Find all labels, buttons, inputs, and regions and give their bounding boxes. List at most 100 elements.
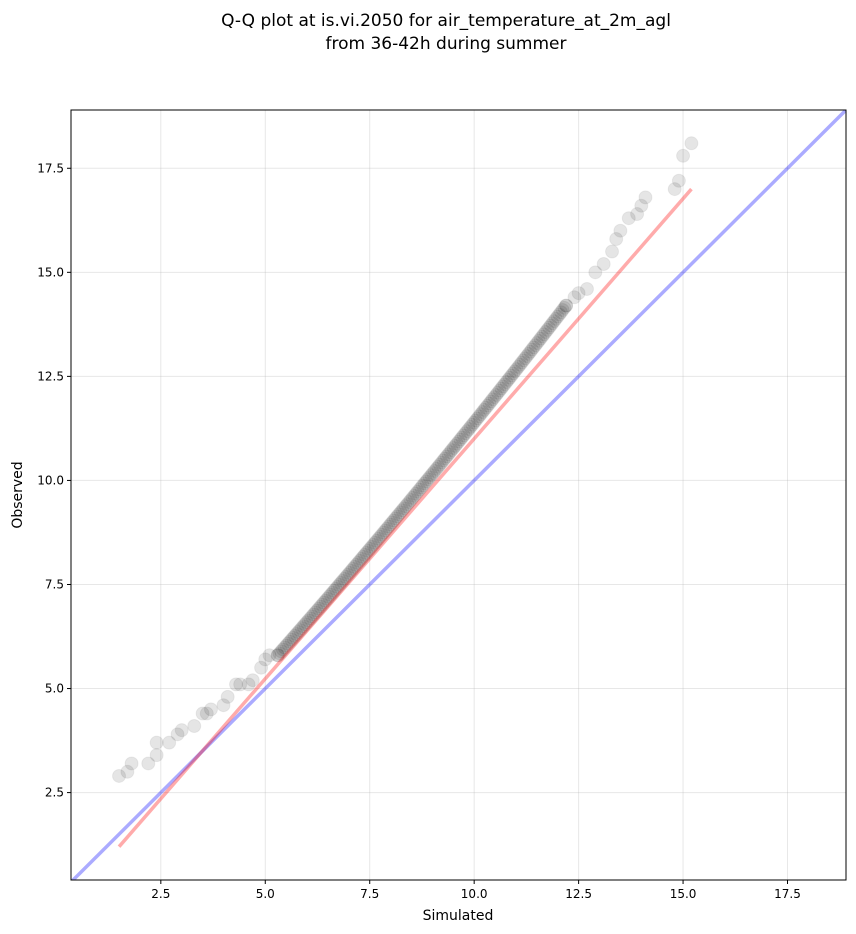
data-point-148 [455,430,470,445]
data-point-168 [489,387,504,402]
data-point-86 [349,557,364,572]
data-point-127 [419,474,434,489]
chart-title: Q-Q plot at is.vi.2050 for air_temperatu… [221,11,671,54]
data-point-139 [439,449,454,464]
data-point-33 [630,207,645,222]
data-point-153 [463,419,478,434]
data-point-16 [233,677,248,692]
data-point-133 [429,461,444,476]
data-point-138 [437,451,452,466]
data-point-29 [605,244,620,259]
data-point-121 [408,486,423,501]
data-point-123 [412,482,427,497]
data-point-51 [289,626,304,641]
chart-title-line-1: Q-Q plot at is.vi.2050 for air_temperatu… [221,11,671,31]
data-point-119 [405,490,420,505]
data-point-99 [371,531,386,546]
data-point-59 [303,611,318,626]
data-point-194 [533,331,548,346]
x-tick-label-1: 5.0 [256,887,275,901]
data-point-66 [315,597,330,612]
data-point-36 [667,182,682,197]
data-point-85 [347,559,362,574]
data-point-87 [350,555,365,570]
data-point-146 [451,434,466,449]
data-point-9 [187,719,202,733]
data-point-67 [316,595,331,610]
data-point-143 [446,440,461,455]
data-point-22 [270,648,285,663]
data-point-108 [386,513,401,528]
data-point-160 [475,405,490,420]
data-point-47 [282,634,297,649]
data-point-50 [287,628,302,643]
data-point-30 [609,232,624,247]
data-point-65 [313,599,328,614]
data-point-27 [588,265,603,280]
data-point-157 [470,411,485,426]
x-axis: 2.5 5.0 7.5 10.0 12.5 15.0 17.5 [151,880,801,901]
data-point-21 [262,648,277,663]
data-point-166 [485,392,500,407]
data-point-152 [461,422,476,437]
data-point-42 [274,644,289,659]
data-point-89 [354,551,369,566]
data-point-52 [291,625,306,640]
data-point-163 [480,398,495,413]
data-point-159 [473,407,488,422]
data-point-115 [398,499,413,514]
data-point-112 [393,505,408,520]
data-point-195 [535,329,550,344]
data-point-38 [676,148,691,163]
data-point-17 [241,677,256,692]
data-point-206 [553,305,568,320]
data-point-184 [516,353,531,368]
data-point-40 [270,648,285,663]
data-point-204 [550,309,565,324]
data-point-1 [120,764,135,779]
data-point-114 [397,501,412,516]
data-point-4 [149,748,164,763]
data-point-116 [400,497,415,512]
data-point-164 [482,396,497,411]
x-tick-label-4: 12.5 [565,887,592,901]
data-point-135 [432,457,447,472]
data-point-95 [364,539,379,554]
data-point-128 [420,472,435,487]
data-point-209 [559,298,574,313]
data-point-80 [339,569,354,584]
data-point-20 [258,652,273,667]
data-point-188 [523,344,538,359]
data-point-203 [548,311,563,326]
data-point-37 [671,173,686,188]
data-point-144 [448,438,463,453]
data-point-200 [543,318,558,333]
data-point-74 [328,581,343,596]
data-point-174 [499,375,514,390]
data-point-207 [555,303,570,318]
data-point-2 [124,756,139,771]
data-point-63 [310,603,325,618]
data-point-140 [441,447,456,462]
data-point-202 [547,314,562,329]
data-point-78 [335,573,350,588]
data-point-0 [112,768,127,783]
data-point-190 [526,340,541,355]
data-point-49 [286,630,301,645]
x-tick-label-5: 15.0 [670,887,697,901]
data-point-142 [444,443,459,458]
data-point-3 [141,756,156,771]
data-point-136 [434,455,449,470]
data-point-189 [524,342,539,357]
data-point-56 [298,617,313,632]
data-point-90 [356,549,371,564]
data-point-105 [381,519,396,534]
data-point-92 [359,545,374,560]
data-point-88 [352,553,367,568]
data-point-134 [431,459,446,474]
data-point-44 [277,640,292,655]
data-point-54 [294,621,309,636]
data-point-124 [414,480,429,495]
data-point-82 [342,565,357,580]
